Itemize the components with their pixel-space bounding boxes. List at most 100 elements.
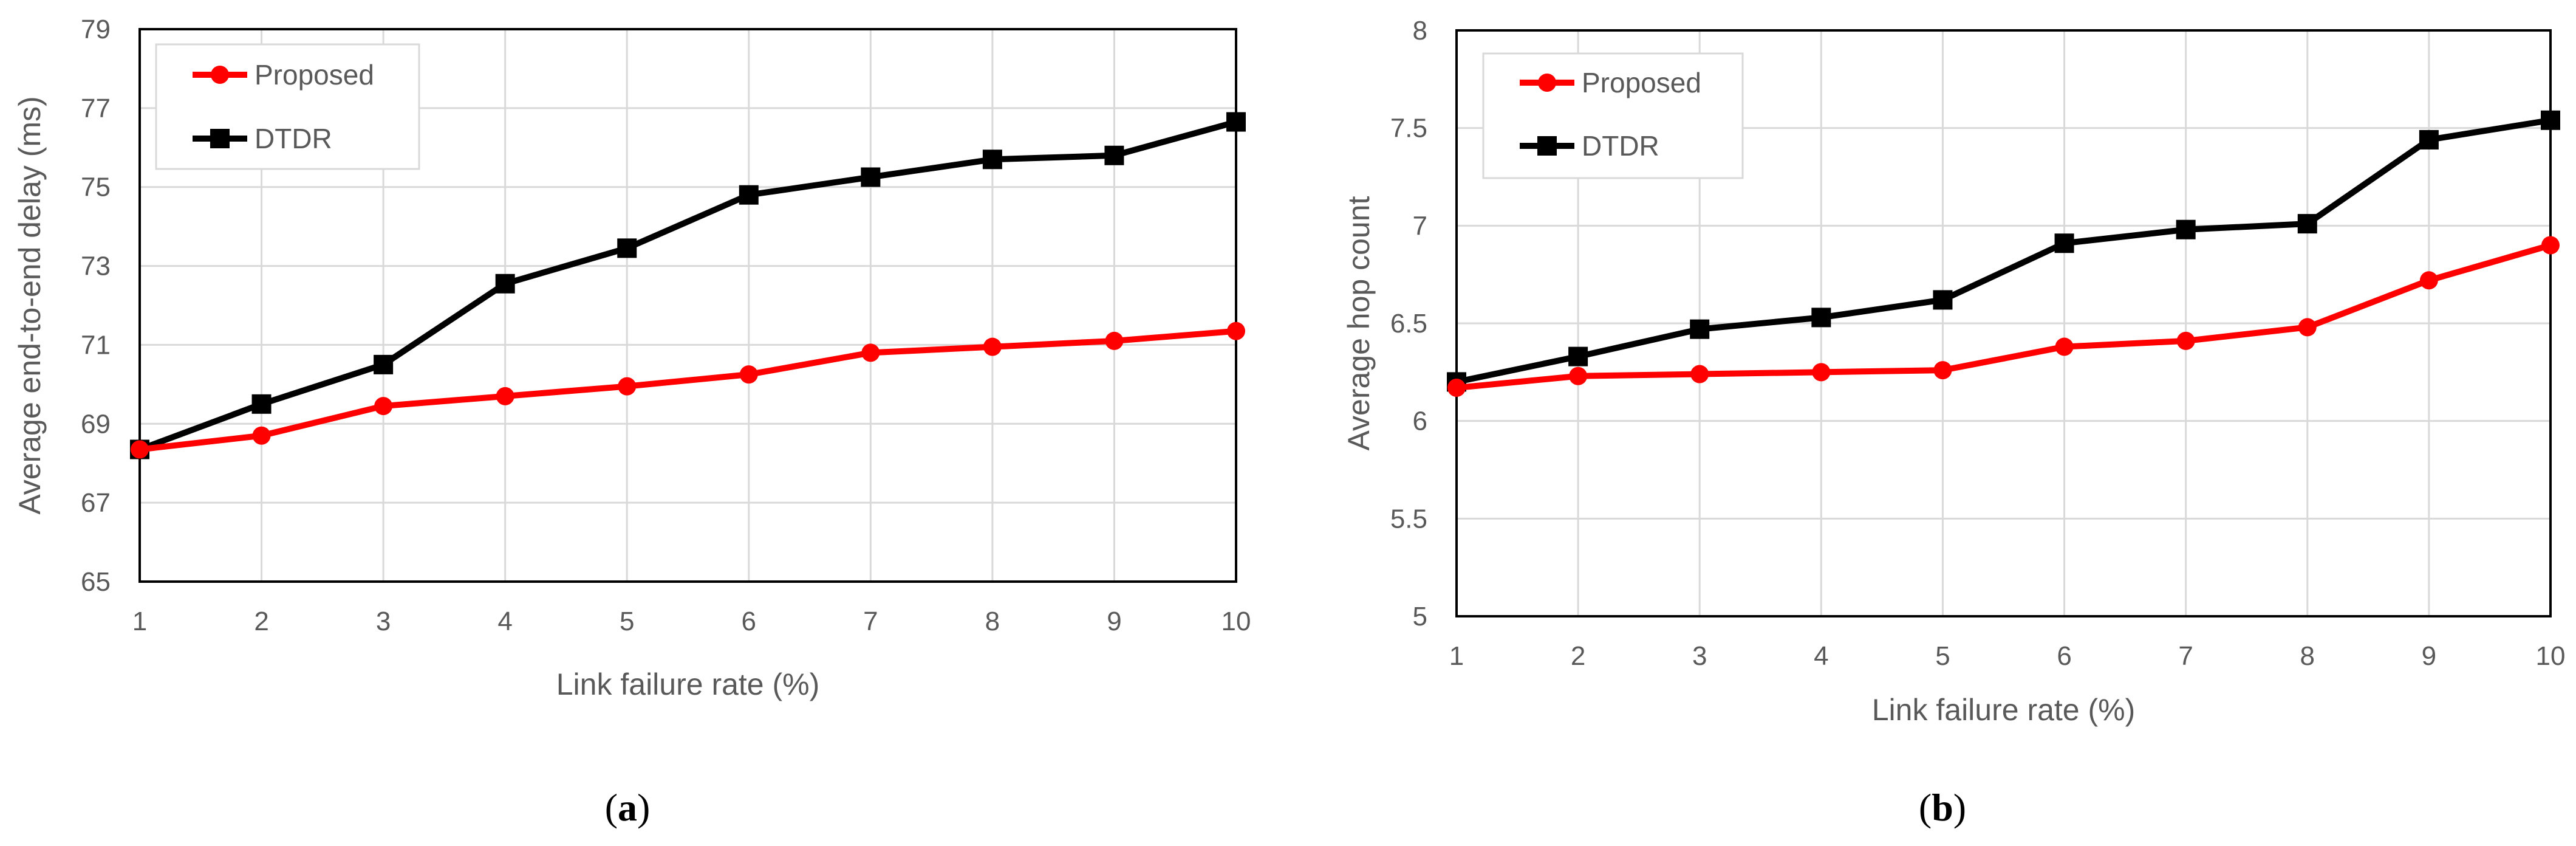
y-tick-label: 6 [1413, 407, 1427, 436]
legend-label: Proposed [1582, 67, 1701, 98]
x-tick-label: 9 [1107, 607, 1121, 636]
y-tick-label: 5 [1413, 602, 1427, 631]
data-point [2055, 337, 2074, 356]
legend-marker [211, 66, 229, 84]
plot-frame [1455, 29, 2552, 617]
series-proposed [131, 322, 1245, 459]
x-tick-label: 6 [2057, 641, 2071, 671]
y-tick-label: 69 [81, 409, 111, 439]
x-tick-label: 2 [1571, 641, 1585, 671]
y-tick-label: 67 [81, 488, 111, 518]
data-point [496, 387, 514, 405]
data-point [252, 426, 271, 445]
data-point [495, 273, 515, 294]
data-point [2176, 219, 2196, 239]
x-axis-title: Link failure rate (%) [556, 667, 820, 701]
y-tick-label: 5.5 [1390, 504, 1427, 534]
data-point [2298, 318, 2317, 337]
series-line [138, 119, 1237, 453]
y-axis-title: Average hop count [1342, 196, 1376, 450]
plot-frame [138, 28, 1237, 583]
y-tick-label: 65 [81, 567, 111, 597]
data-point [1569, 366, 1588, 385]
x-tick-label: 6 [742, 607, 756, 636]
y-tick-label: 77 [81, 94, 111, 123]
data-point [1690, 319, 1710, 339]
data-point [983, 337, 1002, 356]
series-line [1456, 242, 2552, 391]
data-point [1811, 308, 1831, 328]
y-tick-label: 7.5 [1390, 114, 1427, 143]
x-tick-label: 7 [2178, 641, 2193, 671]
data-point [251, 394, 272, 414]
data-point [131, 440, 149, 459]
data-point [2419, 271, 2438, 290]
x-tick-label: 3 [376, 607, 391, 636]
x-tick-label: 10 [1221, 607, 1251, 636]
x-tick-label: 7 [863, 607, 878, 636]
data-point [374, 354, 394, 374]
legend-marker [210, 129, 230, 148]
x-tick-label: 4 [1814, 641, 1828, 671]
x-tick-label: 8 [985, 607, 1000, 636]
x-tick-label: 1 [132, 607, 147, 636]
data-point [982, 150, 1002, 170]
x-tick-label: 5 [620, 607, 634, 636]
y-tick-label: 71 [81, 330, 111, 360]
data-point [618, 377, 637, 396]
y-axis-title: Average end-to-end delay (ms) [13, 96, 47, 514]
data-point [374, 397, 393, 416]
data-point [1812, 363, 1831, 382]
data-point [1690, 365, 1709, 383]
legend-marker [1538, 74, 1556, 92]
data-point [2541, 110, 2560, 130]
x-tick-label: 10 [2536, 641, 2566, 671]
x-tick-label: 1 [1449, 641, 1464, 671]
x-tick-label: 2 [254, 607, 268, 636]
data-point [2419, 129, 2439, 150]
y-tick-label: 6.5 [1390, 309, 1427, 339]
data-point [2054, 233, 2074, 253]
x-tick-label: 3 [1692, 641, 1707, 671]
y-tick-label: 79 [81, 15, 111, 44]
y-tick-label: 7 [1413, 211, 1427, 241]
series-proposed [1447, 236, 2560, 397]
data-point [861, 167, 881, 187]
legend-label: DTDR [1582, 130, 1659, 162]
data-point [1933, 361, 1952, 380]
data-point [2297, 214, 2317, 234]
data-point [1105, 331, 1124, 350]
y-tick-label: 8 [1413, 16, 1427, 46]
caption-letter: b [1932, 786, 1953, 829]
legend-box [155, 43, 420, 170]
x-axis-title: Link failure rate (%) [1872, 693, 2136, 727]
x-tick-label: 5 [1935, 641, 1950, 671]
legend: Proposed DTDR [155, 43, 420, 170]
legend-label: Proposed [255, 59, 374, 91]
data-point [2541, 236, 2560, 255]
data-point [739, 185, 759, 205]
y-tick-label: 75 [81, 173, 111, 202]
caption-letter: a [618, 786, 637, 829]
legend-label: DTDR [255, 123, 332, 154]
data-point [1104, 145, 1124, 165]
figure-caption: (b) [1919, 786, 1966, 829]
series-line [1455, 117, 2551, 385]
figure-caption: (a) [605, 786, 651, 829]
legend: Proposed DTDR [1482, 52, 1744, 179]
data-point [1447, 379, 1466, 397]
x-tick-label: 4 [497, 607, 512, 636]
data-point [861, 343, 880, 362]
data-point [1226, 112, 1246, 132]
legend-marker [1537, 136, 1557, 156]
series-line [139, 328, 1237, 453]
chart-b: 5 5.5 6 6.5 7 7.5 8 1 2 3 4 5 6 7 8 9 10 Average hop coun… [1342, 16, 2565, 829]
x-tick-label: 9 [2422, 641, 2436, 671]
y-tick-label: 73 [81, 252, 111, 281]
x-tick-label: 8 [2300, 641, 2315, 671]
data-point [1933, 290, 1953, 310]
data-point [1568, 346, 1588, 366]
data-point [739, 365, 758, 384]
